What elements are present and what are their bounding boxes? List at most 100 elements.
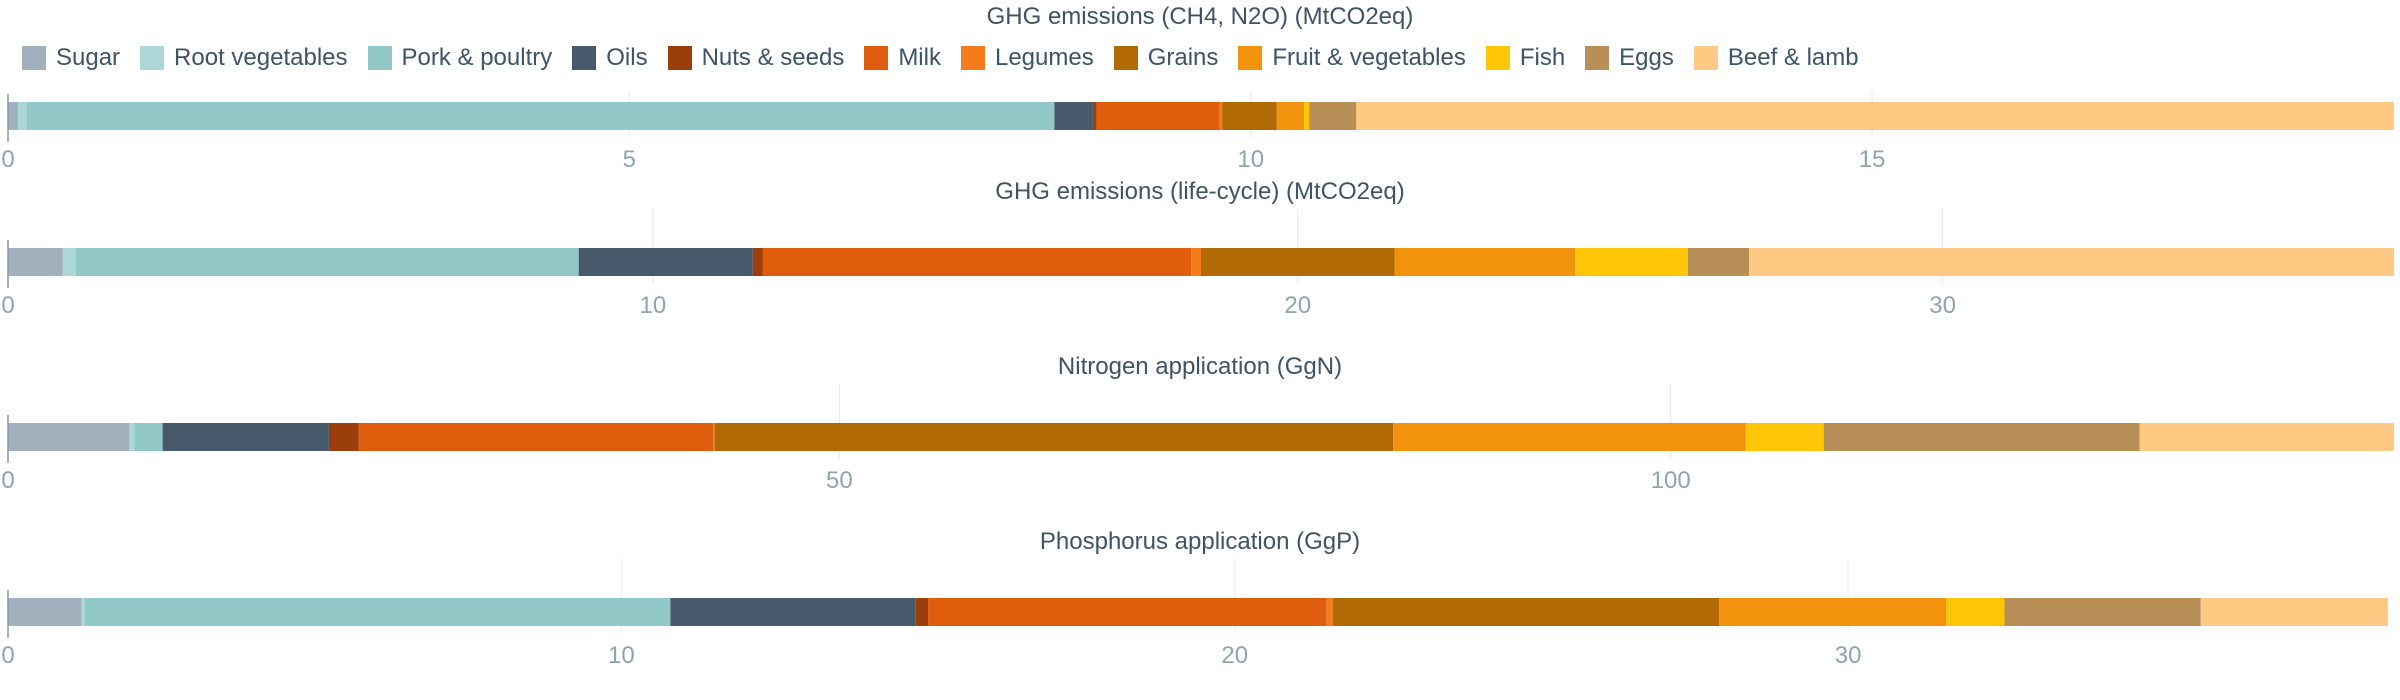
tick-label: 10: [608, 642, 635, 669]
legend-label: Oils: [606, 44, 648, 71]
bar-segment[interactable]: [8, 598, 82, 626]
bar-segment[interactable]: [8, 102, 18, 130]
bar-segment[interactable]: [1745, 423, 1824, 451]
legend-swatch: [1238, 46, 1263, 70]
bar-segment[interactable]: [1575, 248, 1688, 276]
bar-segment[interactable]: [8, 423, 130, 451]
panel: Nitrogen application (GgN) 0 50 100: [1, 353, 2394, 494]
legend-item[interactable]: Eggs: [1585, 44, 1674, 72]
bar-segment[interactable]: [714, 423, 1394, 451]
tick-label: 100: [1651, 467, 1691, 494]
legend-swatch: [140, 46, 165, 70]
bar-segment[interactable]: [1201, 248, 1395, 276]
legend-label: Legumes: [994, 44, 1094, 71]
legend-item[interactable]: Nuts & seeds: [667, 44, 845, 72]
legend-item[interactable]: Oils: [572, 44, 648, 72]
legend-swatch: [1113, 46, 1138, 70]
bar-segment[interactable]: [1394, 248, 1576, 276]
bar-segment[interactable]: [1393, 423, 1746, 451]
bar-segment[interactable]: [2200, 598, 2388, 626]
legend-item[interactable]: Pork & poultry: [367, 44, 553, 72]
bar-segment[interactable]: [1749, 248, 2394, 276]
legend-label: Milk: [898, 44, 941, 71]
bar-segment[interactable]: [1304, 102, 1310, 130]
bar-segment[interactable]: [75, 248, 579, 276]
bar-segment[interactable]: [162, 423, 329, 451]
bar-segment[interactable]: [1276, 102, 1305, 130]
bar-segment[interactable]: [1191, 248, 1201, 276]
legend: Sugar Root vegetables Pork & poultry Oils Nu…: [22, 40, 1879, 76]
panel-title: GHG emissions (life-cycle) (MtCO2eq): [995, 178, 1404, 205]
bar-segment[interactable]: [1222, 102, 1277, 130]
bar-segment[interactable]: [752, 248, 763, 276]
legend-item[interactable]: Fish: [1485, 44, 1566, 72]
bar-segment[interactable]: [17, 102, 27, 130]
legend-item[interactable]: Milk: [864, 44, 941, 72]
legend-swatch: [22, 46, 46, 70]
bar-segment[interactable]: [762, 248, 1192, 276]
legend-label: Pork & poultry: [401, 44, 553, 71]
tick-label: 20: [1284, 292, 1311, 319]
bar-segment[interactable]: [1219, 102, 1223, 130]
legend-swatch: [1585, 46, 1610, 70]
bar-segment[interactable]: [712, 423, 715, 451]
legend-swatch: [572, 46, 597, 70]
tick-label: 50: [826, 467, 853, 494]
tick-label: 30: [1929, 292, 1956, 319]
bar-segment[interactable]: [328, 423, 359, 451]
legend-item[interactable]: Beef & lamb: [1693, 44, 1859, 72]
legend-label: Fish: [1519, 44, 1566, 71]
bar-segment[interactable]: [134, 423, 163, 451]
legend-label: Beef & lamb: [1727, 44, 1859, 71]
tick-label: 0: [1, 467, 14, 494]
bar-segment[interactable]: [358, 423, 713, 451]
bar-segment[interactable]: [26, 102, 1055, 130]
panel-title: Nitrogen application (GgN): [1058, 353, 1342, 380]
bar-segment[interactable]: [928, 598, 1327, 626]
legend-item[interactable]: Grains: [1113, 44, 1219, 72]
legend-item[interactable]: Sugar: [22, 44, 120, 72]
panel: Phosphorus application (GgP) 0 10 20 30: [1, 528, 2388, 669]
legend-item[interactable]: Root vegetables: [140, 44, 348, 72]
bar-segment[interactable]: [578, 248, 753, 276]
bar-segment[interactable]: [84, 598, 671, 626]
tick-label: 5: [623, 146, 636, 173]
bar-segment[interactable]: [1687, 248, 1750, 276]
bar-segment[interactable]: [1332, 598, 1720, 626]
bar-segment[interactable]: [62, 248, 76, 276]
tick-label: 0: [1, 146, 14, 173]
tick-label: 0: [1, 642, 14, 669]
bar-segment[interactable]: [1719, 598, 1947, 626]
bar-segment[interactable]: [1946, 598, 2005, 626]
legend-item[interactable]: Legumes: [960, 44, 1094, 72]
bar-segment[interactable]: [1356, 102, 2394, 130]
panel: GHG emissions (CH4, N2O) (MtCO2eq) 0 5 10 15: [1, 3, 2394, 173]
tick-label: 30: [1835, 642, 1862, 669]
bar-segment[interactable]: [129, 423, 135, 451]
bar-segment[interactable]: [8, 248, 63, 276]
legend-label: Sugar: [56, 44, 121, 71]
legend-label: Eggs: [1619, 44, 1674, 71]
bar-segment[interactable]: [2139, 423, 2394, 451]
bar-segment[interactable]: [1823, 423, 2140, 451]
bar-segment[interactable]: [81, 598, 85, 626]
bar-segment[interactable]: [1054, 102, 1093, 130]
legend-swatch: [667, 46, 692, 70]
bar-segment[interactable]: [1092, 102, 1097, 130]
tick-label: 10: [1237, 146, 1264, 173]
legend-label: Grains: [1147, 44, 1219, 71]
panel-title: Phosphorus application (GgP): [1040, 528, 1360, 555]
bar-segment[interactable]: [1096, 102, 1220, 130]
tick-label: 15: [1859, 146, 1886, 173]
bar-segment[interactable]: [2004, 598, 2201, 626]
legend-item[interactable]: Fruit & vegetables: [1238, 44, 1466, 72]
bar-segment[interactable]: [1326, 598, 1333, 626]
legend-label: Nuts & seeds: [701, 44, 845, 71]
bar-segment[interactable]: [1309, 102, 1357, 130]
bar-segment[interactable]: [915, 598, 929, 626]
legend-swatch: [864, 46, 889, 70]
bar-segment[interactable]: [670, 598, 916, 626]
legend-swatch: [1485, 46, 1510, 70]
